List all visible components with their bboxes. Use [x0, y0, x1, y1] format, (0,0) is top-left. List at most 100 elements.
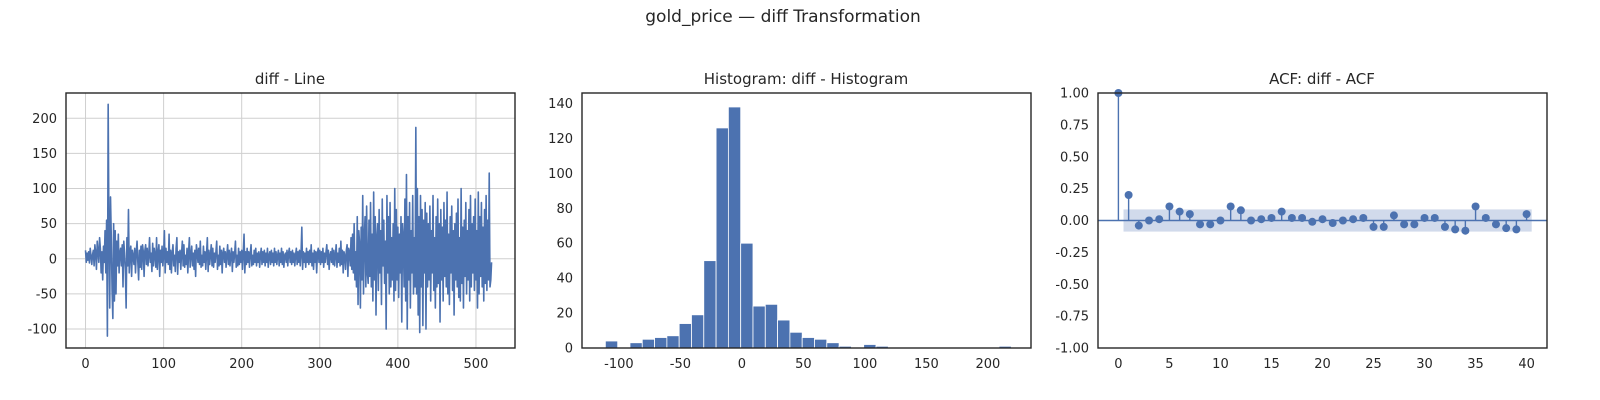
acf-ytick-label: -1.00: [1055, 342, 1089, 357]
hist-ytick-label: 0: [565, 342, 573, 357]
histogram-bar: [666, 335, 680, 349]
histogram-bar: [703, 260, 717, 349]
acf-ytick-label: -0.75: [1055, 310, 1089, 325]
hist-ytick-label: 80: [556, 202, 573, 217]
acf-point: [1440, 222, 1449, 231]
acf-point: [1481, 213, 1490, 222]
acf-point: [1175, 207, 1184, 216]
line-frame: [65, 92, 516, 349]
hist-ytick-label: 60: [556, 237, 573, 252]
acf-frame: [1097, 92, 1548, 349]
line-ytick-label: 200: [32, 112, 57, 127]
histogram-bar: [826, 342, 840, 349]
acf-point: [1359, 213, 1368, 222]
acf-point: [1328, 219, 1337, 228]
histogram-bar: [764, 303, 778, 349]
line-ytick-label: 50: [40, 217, 57, 232]
acf-point: [1185, 210, 1194, 219]
histogram-panel-title: Histogram: diff - Histogram: [704, 70, 908, 88]
hist-xtick-label: 50: [795, 357, 812, 372]
acf-ytick-label: 1.00: [1060, 87, 1089, 102]
acf-xtick-label: 15: [1263, 357, 1280, 372]
histogram-bar: [727, 106, 742, 349]
acf-point: [1257, 215, 1266, 224]
acf-point: [1206, 220, 1215, 229]
acf-ytick-label: -0.25: [1055, 246, 1089, 261]
acf-point: [1471, 202, 1480, 211]
acf-point: [1145, 216, 1154, 225]
histogram-bar: [654, 337, 668, 349]
acf-point: [1512, 225, 1521, 234]
acf-point: [1400, 220, 1409, 229]
hist-xtick-label: -50: [670, 357, 691, 372]
hist-ytick-label: 20: [556, 307, 573, 322]
acf-xtick-label: 30: [1416, 357, 1433, 372]
acf-ytick-label: 0.25: [1060, 182, 1089, 197]
line-panel: diff - Line 0 100 200 300 400 500 -100 -50 0 50 10…: [27, 70, 516, 372]
hist-ytick-label: 140: [548, 97, 573, 112]
hist-ytick-label: 40: [556, 272, 573, 287]
line-xtick-label: 200: [229, 357, 254, 372]
acf-point: [1134, 221, 1143, 230]
acf-point: [1196, 220, 1205, 229]
hist-xtick-label: 0: [738, 357, 746, 372]
histogram-bar: [604, 340, 619, 349]
histogram-bar: [740, 242, 754, 349]
histogram-bar: [789, 331, 803, 349]
acf-point: [1247, 216, 1256, 225]
acf-point: [1277, 207, 1286, 216]
line-xtick-label: 100: [151, 357, 176, 372]
figure-suptitle: gold_price — diff Transformation: [645, 7, 921, 27]
hist-ytick-label: 120: [548, 132, 573, 147]
acf-point: [1491, 220, 1500, 229]
hist-frame: [581, 92, 1032, 349]
acf-point: [1410, 220, 1419, 229]
histogram-bar: [752, 305, 766, 349]
acf-point: [1124, 191, 1133, 199]
acf-point: [1389, 211, 1398, 220]
histogram-bar: [715, 127, 729, 349]
line-xtick-label: 500: [464, 357, 489, 372]
acf-point: [1461, 226, 1470, 235]
histogram-bar: [814, 338, 828, 349]
line-ytick-label: 0: [49, 252, 57, 267]
acf-ytick-label: 0.00: [1060, 214, 1089, 229]
acf-point: [1379, 222, 1388, 231]
acf-ytick-label: 0.75: [1060, 118, 1089, 133]
acf-xtick-label: 20: [1314, 357, 1331, 372]
acf-point: [1216, 216, 1225, 225]
histogram-bar: [801, 337, 815, 349]
acf-point: [1502, 224, 1511, 233]
acf-point: [1451, 225, 1460, 234]
line-ytick-label: 150: [32, 147, 57, 162]
hist-xtick-label: 150: [914, 357, 939, 372]
line-xtick-label: 0: [81, 357, 89, 372]
line-xtick-label: 400: [385, 357, 410, 372]
acf-xtick-label: 40: [1518, 357, 1535, 372]
acf-point: [1349, 215, 1358, 224]
acf-point: [1298, 213, 1307, 222]
acf-point: [1165, 202, 1174, 211]
histogram-bar: [629, 342, 643, 349]
acf-point: [1318, 215, 1327, 224]
hist-ytick-label: 100: [548, 167, 573, 182]
acf-point: [1420, 213, 1429, 222]
acf-point: [1369, 222, 1378, 231]
acf-xtick-label: 25: [1365, 357, 1382, 372]
acf-point: [1155, 215, 1164, 224]
acf-panel-title: ACF: diff - ACF: [1269, 70, 1375, 88]
line-xtick-label: 300: [307, 357, 332, 372]
line-ytick-label: 100: [32, 182, 57, 197]
histogram-bar: [641, 338, 655, 349]
acf-point: [1267, 213, 1276, 222]
line-ytick-label: -100: [27, 323, 57, 338]
acf-panel: ACF: diff - ACF 0 5 10 15 20 25 30 35 40 -1.00 -0.…: [1055, 70, 1548, 372]
diff-series-line: [84, 103, 493, 337]
acf-point: [1522, 210, 1531, 219]
line-ytick-label: -50: [36, 287, 57, 302]
line-panel-title: diff - Line: [255, 70, 325, 88]
histogram-bar: [691, 314, 705, 349]
acf-point: [1338, 216, 1347, 225]
acf-point: [1308, 217, 1317, 226]
